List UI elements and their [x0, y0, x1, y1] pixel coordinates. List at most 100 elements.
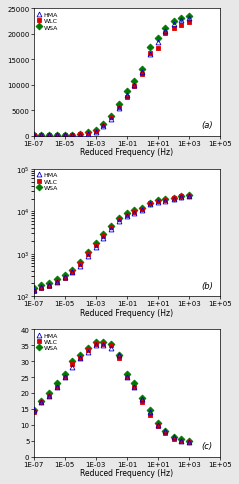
HMA [188, 15, 190, 21]
WLC [48, 283, 51, 289]
WLC [117, 355, 120, 361]
HMA [94, 129, 97, 135]
WLC [86, 131, 89, 136]
WLC [110, 225, 113, 231]
WLC [102, 123, 105, 129]
HMA [71, 133, 74, 138]
WLC [32, 133, 35, 139]
WSA [94, 241, 97, 246]
WSA [188, 14, 190, 19]
WLC [179, 438, 182, 444]
HMA [86, 349, 89, 355]
HMA [148, 202, 151, 208]
WSA [48, 281, 51, 287]
HMA [55, 133, 58, 139]
WSA [63, 133, 66, 139]
WLC [79, 132, 82, 138]
WSA [71, 133, 74, 138]
HMA [164, 30, 167, 35]
WLC [188, 439, 190, 445]
WLC [55, 384, 58, 390]
HMA [110, 346, 113, 351]
Text: (c): (c) [202, 441, 213, 450]
WSA [133, 78, 136, 84]
WLC [32, 289, 35, 295]
Legend: HMA, WLC, WSA: HMA, WLC, WSA [35, 171, 59, 192]
WLC [141, 207, 144, 212]
WLC [63, 374, 66, 380]
WLC [48, 133, 51, 139]
HMA [157, 422, 159, 428]
Line: WSA: WSA [31, 340, 192, 443]
WSA [164, 197, 167, 203]
WSA [125, 89, 128, 94]
WLC [141, 400, 144, 406]
HMA [179, 18, 182, 24]
HMA [32, 133, 35, 139]
WLC [94, 341, 97, 347]
HMA [55, 384, 58, 390]
HMA [63, 374, 66, 380]
WSA [188, 438, 190, 444]
WSA [157, 36, 159, 42]
WSA [164, 428, 167, 434]
HMA [79, 355, 82, 361]
WSA [32, 408, 35, 413]
HMA [157, 199, 159, 205]
Line: WLC: WLC [31, 21, 192, 138]
HMA [141, 208, 144, 213]
WLC [148, 412, 151, 418]
WSA [110, 114, 113, 120]
WSA [110, 224, 113, 229]
WSA [179, 436, 182, 442]
WLC [71, 270, 74, 276]
HMA [48, 282, 51, 288]
WSA [79, 259, 82, 265]
WSA [63, 272, 66, 278]
WLC [125, 212, 128, 218]
HMA [172, 197, 175, 202]
X-axis label: Reduced Frequency (Hz): Reduced Frequency (Hz) [80, 148, 174, 157]
HMA [133, 384, 136, 390]
WLC [32, 409, 35, 415]
WSA [94, 128, 97, 134]
WSA [32, 286, 35, 291]
WSA [164, 26, 167, 31]
WSA [117, 102, 120, 107]
WLC [148, 201, 151, 207]
WSA [55, 133, 58, 139]
HMA [117, 106, 120, 111]
Text: (a): (a) [201, 121, 213, 130]
HMA [110, 226, 113, 232]
WSA [117, 215, 120, 221]
WSA [133, 381, 136, 387]
HMA [40, 284, 43, 290]
WLC [55, 133, 58, 139]
WSA [32, 133, 35, 139]
WSA [110, 341, 113, 347]
WSA [40, 398, 43, 404]
HMA [179, 438, 182, 444]
HMA [102, 343, 105, 348]
WLC [63, 133, 66, 139]
WSA [86, 346, 89, 351]
HMA [148, 52, 151, 58]
WSA [188, 193, 190, 198]
HMA [164, 428, 167, 434]
WLC [86, 252, 89, 257]
WLC [125, 95, 128, 101]
WSA [179, 16, 182, 22]
WLC [133, 84, 136, 90]
Legend: HMA, WLC, WSA: HMA, WLC, WSA [35, 11, 59, 32]
WLC [164, 31, 167, 37]
HMA [79, 133, 82, 138]
HMA [179, 195, 182, 200]
WLC [94, 128, 97, 134]
WSA [102, 122, 105, 128]
HMA [133, 83, 136, 89]
WLC [164, 197, 167, 203]
HMA [94, 343, 97, 348]
HMA [94, 244, 97, 250]
WSA [148, 408, 151, 413]
WLC [157, 46, 159, 52]
